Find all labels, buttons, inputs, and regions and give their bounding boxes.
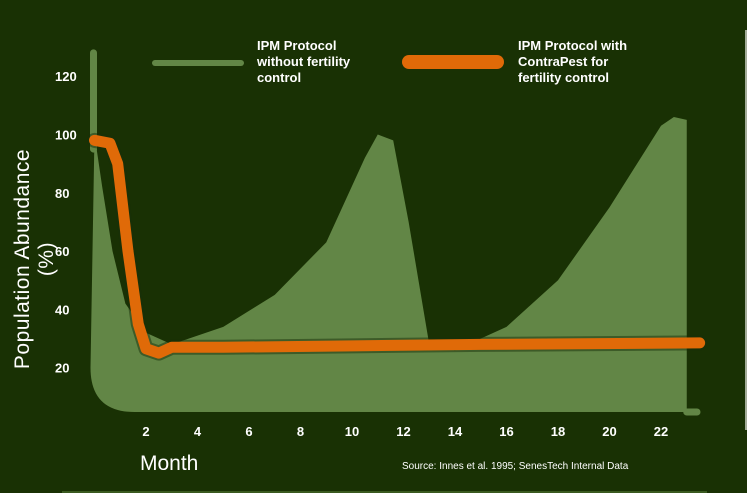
x-tick-label: 6 [245,424,252,439]
frame-edge [745,30,747,430]
x-tick-label: 4 [194,424,202,439]
x-tick-label: 14 [448,424,463,439]
legend-label-without-fertility: IPM Protocol without fertility control [257,38,350,86]
legend-label-contrapest: IPM Protocol with ContraPest for fertili… [518,38,627,86]
legend-line: without fertility [257,54,351,69]
legend-line: ContraPest for [518,54,609,69]
x-tick-label: 22 [654,424,668,439]
legend-line: IPM Protocol with [518,38,628,53]
x-tick-label: 16 [499,424,513,439]
y-tick-label: 40 [55,302,69,317]
y-axis-label: Population Abundance (%) [11,148,58,370]
x-tick-label: 12 [396,424,410,439]
area-without-fertility-control [90,117,687,412]
x-tick-label: 18 [551,424,565,439]
legend-line: fertility control [518,70,610,85]
legend-line: IPM Protocol [257,38,337,53]
x-tick-label: 8 [297,424,304,439]
y-tick-label: 100 [55,128,77,143]
y-tick-label: 120 [55,69,77,84]
y-tick-label: 80 [55,186,69,201]
frame-bottom [62,491,707,493]
x-tick-label: 20 [602,424,616,439]
y-tick-label: 20 [55,361,69,376]
line-with-contrapest [89,134,706,359]
x-tick-label: 10 [345,424,359,439]
legend-line: control [257,70,302,85]
source-note: Source: Innes et al. 1995; SenesTech Int… [402,461,629,472]
x-axis-label: Month [140,452,199,475]
y-tick-label: 60 [55,244,69,259]
x-tick-label: 2 [142,424,149,439]
